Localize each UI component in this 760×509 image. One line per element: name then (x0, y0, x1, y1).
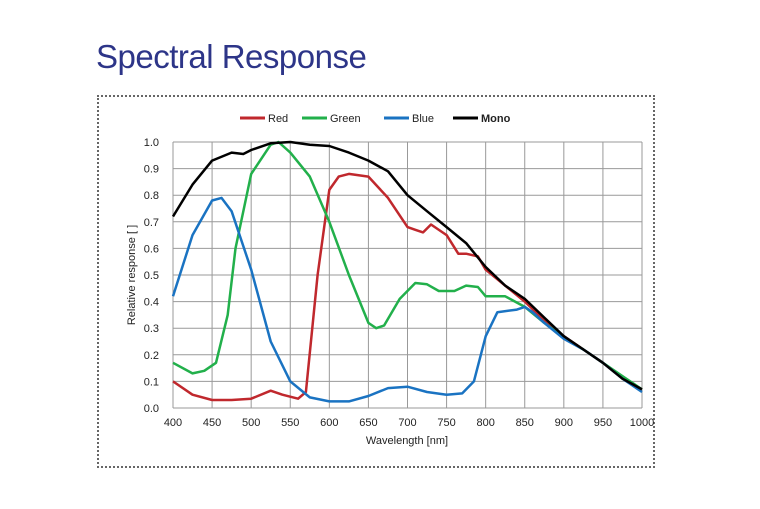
x-tick-label: 400 (164, 417, 182, 429)
y-tick-label: 0.3 (144, 323, 159, 335)
x-tick-label: 1000 (630, 417, 654, 429)
series-lines (171, 140, 643, 403)
page-title: Spectral Response (96, 38, 367, 75)
y-tick-label: 0.0 (144, 403, 159, 415)
x-tick-label: 500 (242, 417, 260, 429)
legend-label-green: Green (330, 113, 361, 125)
x-tick-label: 950 (594, 417, 612, 429)
chart-frame (97, 95, 655, 468)
grid (172, 141, 643, 409)
x-tick-label: 600 (320, 417, 338, 429)
y-tick-label: 0.4 (144, 297, 159, 309)
x-tick-label: 750 (437, 417, 455, 429)
y-tick-label: 0.8 (144, 190, 159, 202)
series-line-blue (171, 196, 643, 403)
series-line-mono (171, 140, 643, 391)
x-tick-label: 450 (203, 417, 221, 429)
x-tick-label: 800 (476, 417, 494, 429)
y-tick-label: 1.0 (144, 137, 159, 149)
series-line-red (172, 172, 643, 402)
x-tick-label: 650 (359, 417, 377, 429)
x-tick-label: 700 (398, 417, 416, 429)
x-tick-label: 550 (281, 417, 299, 429)
y-tick-label: 0.2 (144, 350, 159, 362)
y-tick-label: 0.6 (144, 243, 159, 255)
legend-label-mono: Mono (481, 113, 511, 125)
y-axis-label: Relative response [ ] (126, 225, 138, 325)
legend-label-blue: Blue (412, 113, 434, 125)
y-tick-label: 0.1 (144, 376, 159, 388)
y-tick-label: 0.5 (144, 270, 159, 282)
y-tick-label: 0.7 (144, 217, 159, 229)
x-tick-label: 850 (516, 417, 534, 429)
legend: Red Green Blue Mono (240, 113, 511, 125)
x-tick-label: 900 (555, 417, 573, 429)
legend-label-red: Red (268, 113, 288, 125)
x-axis-label: Wavelength [nm] (366, 435, 448, 447)
tick-labels: 400 450 500 550 600 650 700 750 800 850 900 950 1000… (144, 137, 655, 429)
y-tick-label: 0.9 (144, 164, 159, 176)
